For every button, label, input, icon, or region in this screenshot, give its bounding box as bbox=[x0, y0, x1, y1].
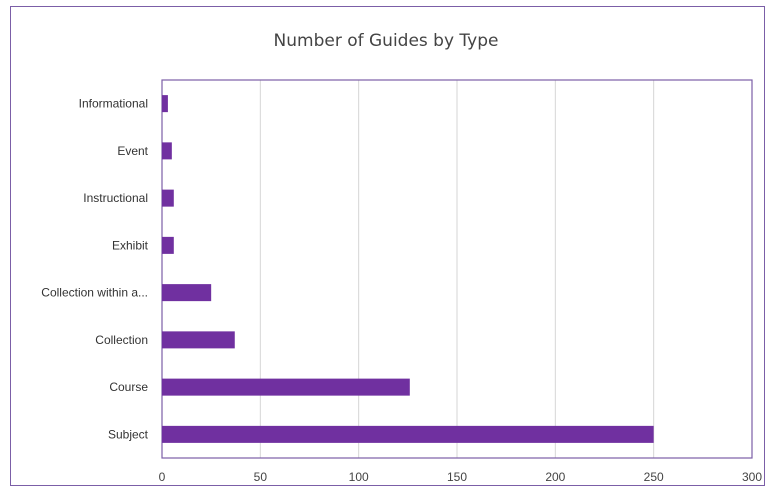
bar-layer bbox=[162, 95, 654, 443]
x-tick-label: 100 bbox=[349, 470, 369, 484]
x-tick-label: 250 bbox=[644, 470, 664, 484]
category-label: Exhibit bbox=[112, 238, 149, 252]
bar bbox=[162, 331, 235, 349]
x-tick-label: 0 bbox=[159, 470, 166, 484]
chart-title: Number of Guides by Type bbox=[273, 31, 499, 51]
bar bbox=[162, 378, 410, 396]
x-tick-label: 50 bbox=[254, 470, 268, 484]
category-label: Subject bbox=[108, 427, 149, 441]
label-layer: 0 50 100 150 200 250 300 Informational Event Inst… bbox=[41, 97, 762, 484]
bar bbox=[162, 425, 654, 443]
category-label: Collection bbox=[95, 333, 148, 347]
x-tick-label: 200 bbox=[545, 470, 565, 484]
category-label: Course bbox=[109, 380, 148, 394]
x-tick-label: 300 bbox=[742, 470, 762, 484]
bar bbox=[162, 284, 212, 302]
category-label: Informational bbox=[79, 97, 148, 111]
bar bbox=[162, 236, 174, 254]
category-label: Collection within a... bbox=[41, 286, 148, 300]
bar bbox=[162, 189, 174, 207]
grid-layer bbox=[259, 80, 655, 458]
bar bbox=[162, 142, 172, 160]
category-label: Event bbox=[117, 144, 148, 158]
category-label: Instructional bbox=[83, 191, 148, 205]
bar bbox=[162, 95, 168, 113]
x-tick-label: 150 bbox=[447, 470, 467, 484]
plot-area-border bbox=[161, 79, 753, 459]
chart-frame bbox=[10, 6, 765, 486]
